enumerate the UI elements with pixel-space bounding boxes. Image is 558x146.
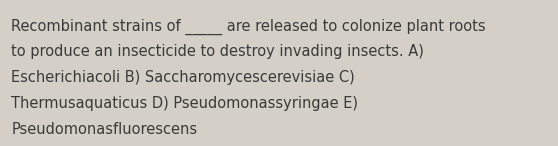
Text: to produce an insecticide to destroy invading insects. A): to produce an insecticide to destroy inv… [12,44,424,59]
Text: Escherichiacoli B) Saccharomycescerevisiae C): Escherichiacoli B) Saccharomycescerevisi… [12,70,355,85]
Text: Thermusaquaticus D) Pseudomonassyringae E): Thermusaquaticus D) Pseudomonassyringae … [12,96,358,111]
Text: Pseudomonasfluorescens: Pseudomonasfluorescens [12,122,198,137]
Text: Recombinant strains of _____ are released to colonize plant roots: Recombinant strains of _____ are release… [12,19,486,35]
